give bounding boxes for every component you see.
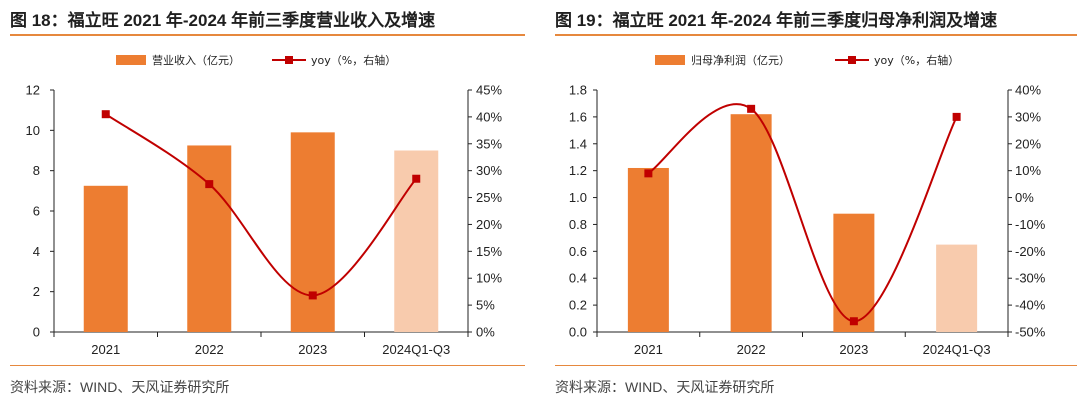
yoy-point [644, 169, 653, 178]
yoy-point [412, 174, 421, 183]
right-tick-label: 30% [476, 163, 502, 178]
source-note: 资料来源：WIND、天风证券研究所 [10, 379, 230, 395]
left-tick-label: 1.0 [569, 190, 587, 205]
source-rule [555, 365, 1077, 366]
right-tick-label: 10% [476, 271, 502, 286]
x-tick-label: 2022 [195, 342, 224, 357]
x-tick-label: 2024Q1-Q3 [382, 342, 450, 357]
title-rule [10, 34, 525, 36]
right-tick-label: 35% [476, 136, 502, 151]
left-tick-label: 8 [33, 163, 40, 178]
right-tick-label: 5% [476, 298, 495, 313]
left-tick-label: 0 [33, 325, 40, 340]
left-tick-label: 10 [26, 123, 40, 138]
chart-title-net-profit: 图 19：福立旺 2021 年-2024 年前三季度归母净利润及增速 [555, 11, 998, 30]
legend-line-marker [285, 56, 293, 64]
left-tick-label: 0.6 [569, 244, 587, 259]
legend-bar-label: 归母净利润（亿元） [691, 53, 790, 67]
bar [83, 185, 128, 332]
right-tick-label: 0% [476, 325, 495, 340]
yoy-point [747, 104, 756, 113]
right-tick-label: -40% [1015, 298, 1046, 313]
right-tick-label: 30% [1015, 109, 1041, 124]
bar [290, 132, 335, 332]
legend-line-label: yoy（%，右轴） [874, 53, 959, 67]
left-tick-label: 0.2 [569, 298, 587, 313]
yoy-line [647, 103, 958, 323]
bar [730, 114, 772, 332]
legend-bar-label: 营业收入（亿元） [152, 53, 240, 67]
right-tick-label: 0% [1015, 190, 1034, 205]
x-tick-label: 2023 [839, 342, 868, 357]
left-tick-label: 1.8 [569, 83, 587, 98]
bar [936, 244, 978, 332]
chart-title-revenue: 图 18：福立旺 2021 年-2024 年前三季度营业收入及增速 [10, 11, 436, 30]
yoy-point [205, 180, 214, 189]
yoy-line [105, 113, 417, 297]
right-tick-label: -10% [1015, 217, 1046, 232]
left-tick-label: 0.8 [569, 217, 587, 232]
legend-line-label: yoy（%，右轴） [311, 53, 396, 67]
right-tick-label: -50% [1015, 325, 1046, 340]
right-tick-label: -30% [1015, 271, 1046, 286]
right-tick-label: 40% [476, 109, 502, 124]
yoy-point [101, 110, 110, 119]
bar [627, 167, 669, 332]
left-tick-label: 4 [33, 244, 40, 259]
yoy-point [849, 317, 858, 326]
right-tick-label: 20% [476, 217, 502, 232]
source-note: 资料来源：WIND、天风证券研究所 [555, 379, 775, 395]
yoy-point [308, 291, 317, 300]
left-tick-label: 6 [33, 204, 40, 219]
right-tick-label: 40% [1015, 83, 1041, 98]
net-profit-chart: 0.0 0.2 0.4 0.6 0.8 1.0 1.2 1.4 1.6 1.8 -50% -40% -3… [569, 53, 1046, 357]
right-tick-label: 15% [476, 244, 502, 259]
legend-line-marker [848, 56, 856, 64]
yoy-point [952, 112, 961, 121]
x-tick-label: 2021 [91, 342, 120, 357]
bar [187, 145, 232, 332]
x-tick-label: 2024Q1-Q3 [923, 342, 991, 357]
x-tick-label: 2021 [634, 342, 663, 357]
left-tick-label: 2 [33, 284, 40, 299]
title-rule [555, 34, 1077, 36]
source-rule [10, 365, 525, 366]
left-tick-label: 1.4 [569, 136, 587, 151]
revenue-chart: 0 2 4 6 8 10 12 0% 5% 10% 15% 20% 25% 30% 35% 40% 45% 202… [26, 53, 503, 357]
left-tick-label: 12 [26, 83, 40, 98]
left-tick-label: 1.2 [569, 163, 587, 178]
right-tick-label: 45% [476, 83, 502, 98]
left-tick-label: 0.0 [569, 325, 587, 340]
chart-panel-revenue: 图 18：福立旺 2021 年-2024 年前三季度营业收入及增速 0 2 4 6 8 1… [0, 0, 535, 417]
legend-bar-swatch [655, 55, 685, 65]
left-tick-label: 1.6 [569, 109, 587, 124]
right-tick-label: 10% [1015, 163, 1041, 178]
x-tick-label: 2022 [737, 342, 766, 357]
x-tick-label: 2023 [298, 342, 327, 357]
left-tick-label: 0.4 [569, 271, 587, 286]
right-tick-label: 25% [476, 190, 502, 205]
chart-panel-net-profit: 图 19：福立旺 2021 年-2024 年前三季度归母净利润及增速 0.0 0.… [545, 0, 1080, 417]
right-tick-label: 20% [1015, 136, 1041, 151]
right-tick-label: -20% [1015, 244, 1046, 259]
legend-bar-swatch [116, 55, 146, 65]
